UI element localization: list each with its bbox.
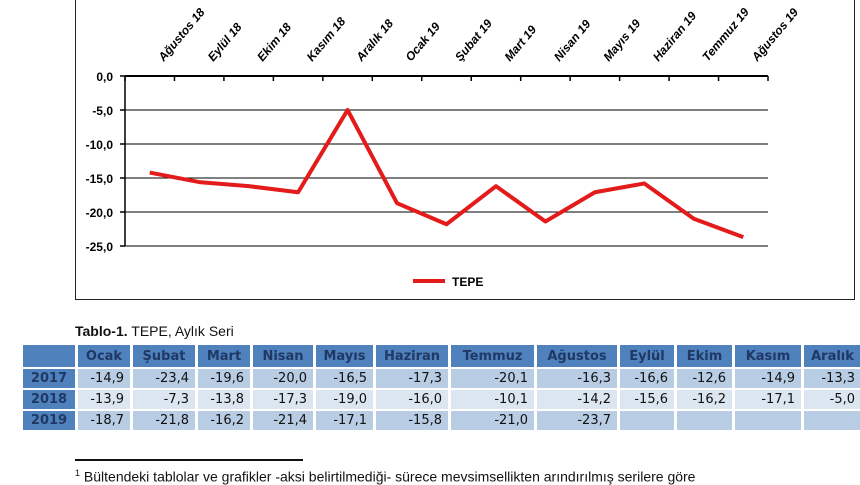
table-cell: -12,6: [677, 369, 732, 388]
table-cell: -13,8: [198, 390, 250, 409]
table-cell: -16,2: [677, 390, 732, 409]
table-row: 2019-18,7-21,8-16,2-21,4-17,1-15,8-21,0-…: [23, 411, 860, 430]
table-cell: -17,1: [316, 411, 373, 430]
footnote: 1 Bültendeki tablolar ve grafikler -aksi…: [75, 468, 695, 485]
table-cell: -17,3: [376, 369, 448, 388]
table-cell: -21,8: [133, 411, 195, 430]
table-cell: -14,2: [537, 390, 617, 409]
series-line-tepe: [150, 110, 744, 237]
table-cell: [677, 411, 732, 430]
row-year: 2017: [23, 369, 75, 388]
x-tick-label: Ekim 18: [254, 20, 294, 64]
table-row: 2018-13,9-7,3-13,8-17,3-19,0-16,0-10,1-1…: [23, 390, 860, 409]
table-cell: -14,9: [735, 369, 801, 388]
row-year: 2018: [23, 390, 75, 409]
x-tick-label: Temmuz 19: [699, 5, 752, 64]
table-cell: [620, 411, 674, 430]
y-tick-label: -10,0: [86, 138, 114, 152]
column-header: [23, 345, 75, 367]
column-header: Mayıs: [316, 345, 373, 367]
y-tick-label: -15,0: [86, 172, 114, 186]
table-cell: -18,7: [78, 411, 130, 430]
column-header: Nisan: [253, 345, 313, 367]
table-cell: -16,5: [316, 369, 373, 388]
table-cell: -10,1: [451, 390, 534, 409]
table-cell: -19,0: [316, 390, 373, 409]
table-title: Tablo-1. TEPE, Aylık Seri: [75, 323, 234, 339]
footnote-text: Bültendeki tablolar ve grafikler -aksi b…: [80, 469, 695, 485]
y-tick-label: -5,0: [92, 104, 113, 118]
table-cell: -15,8: [376, 411, 448, 430]
x-tick-label: Ağustos 19: [748, 5, 801, 65]
table-cell: [735, 411, 801, 430]
table-cell: -21,4: [253, 411, 313, 430]
table-cell: -21,0: [451, 411, 534, 430]
column-header: Aralık: [804, 345, 860, 367]
x-tick-label: Mart 19: [502, 22, 540, 63]
y-tick-label: 0,0: [96, 70, 113, 84]
column-header: Temmuz: [451, 345, 534, 367]
table-row: 2017-14,9-23,4-19,6-20,0-16,5-17,3-20,1-…: [23, 369, 860, 388]
column-header: Haziran: [376, 345, 448, 367]
column-header: Eylül: [620, 345, 674, 367]
legend-label: TEPE: [452, 275, 483, 289]
table-cell: -7,3: [133, 390, 195, 409]
x-tick-label: Şubat 19: [452, 16, 495, 64]
x-tick-label: Mayıs 19: [600, 16, 643, 64]
table-title-bold: Tablo-1.: [75, 323, 128, 339]
table-cell: -17,3: [253, 390, 313, 409]
column-header: Kasım: [735, 345, 801, 367]
table-cell: -14,9: [78, 369, 130, 388]
table-cell: -13,9: [78, 390, 130, 409]
table-cell: -5,0: [804, 390, 860, 409]
x-tick-label: Aralık 18: [353, 16, 397, 64]
column-header: Şubat: [133, 345, 195, 367]
x-tick-label: Kasım 18: [304, 14, 349, 64]
table-cell: -17,1: [735, 390, 801, 409]
line-chart: 0,0 -5,0 -10,0 -15,0 -20,0 -25,0 Ağustos 18Eyl…: [0, 0, 860, 300]
x-tick-label: Nisan 19: [551, 17, 594, 64]
table-cell: -20,1: [451, 369, 534, 388]
footnote-divider: [75, 459, 303, 461]
x-tick-label: Ocak 19: [403, 19, 444, 64]
table-cell: [804, 411, 860, 430]
row-year: 2019: [23, 411, 75, 430]
y-tick-label: -20,0: [86, 206, 114, 220]
table-cell: -23,4: [133, 369, 195, 388]
column-header: Ekim: [677, 345, 732, 367]
x-tick-label: Eylül 18: [205, 20, 245, 64]
y-tick-label: -25,0: [86, 240, 114, 254]
column-header: Ocak: [78, 345, 130, 367]
table-cell: -16,6: [620, 369, 674, 388]
table-cell: -23,7: [537, 411, 617, 430]
table-cell: -16,3: [537, 369, 617, 388]
table-cell: -16,0: [376, 390, 448, 409]
table-cell: -13,3: [804, 369, 860, 388]
table-title-rest: TEPE, Aylık Seri: [128, 323, 234, 339]
table-cell: -15,6: [620, 390, 674, 409]
x-tick-label: Ağustos 18: [155, 5, 208, 65]
table-cell: -19,6: [198, 369, 250, 388]
x-tick-label: Haziran 19: [650, 9, 700, 64]
table-cell: -20,0: [253, 369, 313, 388]
column-header: Mart: [198, 345, 250, 367]
table-cell: -16,2: [198, 411, 250, 430]
column-header: Ağustos: [537, 345, 617, 367]
